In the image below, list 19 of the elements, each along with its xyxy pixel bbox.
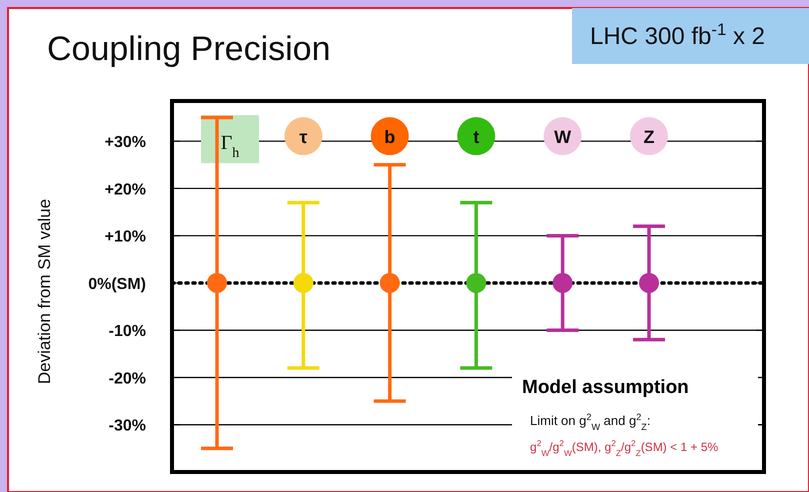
chart-title: Coupling Precision xyxy=(47,30,330,68)
annotation: Model assumption xyxy=(522,377,689,398)
x-tick-label: Z xyxy=(644,127,654,148)
x-tick-label: W xyxy=(554,127,572,148)
x-tick-label: Γ$_{h}$ xyxy=(220,132,240,161)
y-tick-label: -30% xyxy=(108,418,146,435)
x-tick-label: b xyxy=(384,127,396,148)
y-axis-title: Deviation from SM value xyxy=(35,198,54,384)
y-tick-label: -10% xyxy=(108,323,146,340)
chart-subtitle: LHC 300 fb$^{-1}$ x 2 xyxy=(590,20,766,50)
y-tick-label: +10% xyxy=(104,228,146,246)
text: g$^{2}$$_{W}$/g$^{2}$$_{W}$(SM), g$^{2}$$_{Z}$/g$^{2}$$_{Z}$(SM) < 1 + 5% xyxy=(530,438,718,458)
y-tick-label: +20% xyxy=(104,181,146,198)
annotation: Limit on g$^{2}$$_{W}$ and g$^{2}$$_{Z}$: xyxy=(530,412,650,432)
y-tick-label: +30% xyxy=(104,134,146,152)
x-tick-label: t xyxy=(473,127,480,148)
x-tick-label: τ xyxy=(299,127,308,148)
y-tick-label: -20% xyxy=(108,370,146,388)
y-tick-label: 0%(SM) xyxy=(88,276,146,293)
